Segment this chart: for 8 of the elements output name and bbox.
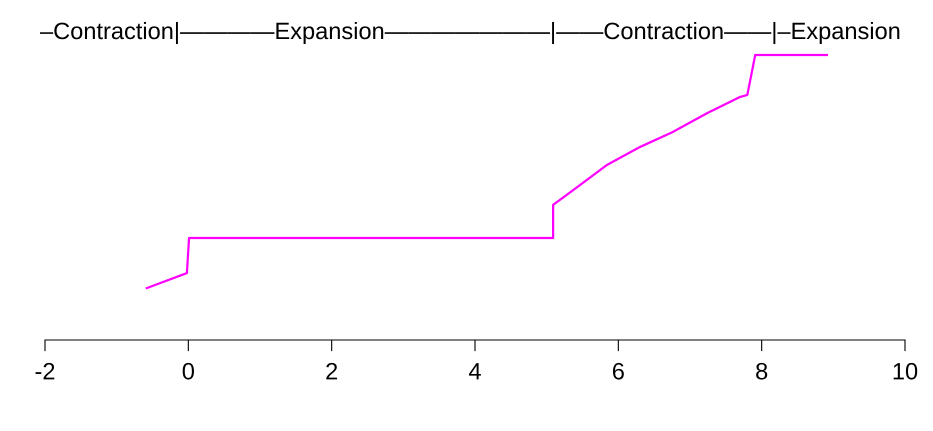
x-tick-label: 0 xyxy=(182,362,194,380)
x-tick-label: 10 xyxy=(894,362,918,380)
x-tick-label: 2 xyxy=(326,362,338,380)
x-tick-label: 6 xyxy=(612,362,624,380)
text: –Contraction|————Expansion———————|——Contraction——|–Expansion xyxy=(40,22,900,44)
x-tick-label: -2 xyxy=(36,362,54,380)
x-tick-label: 4 xyxy=(468,363,481,380)
x-tick-label: 8 xyxy=(756,362,768,380)
